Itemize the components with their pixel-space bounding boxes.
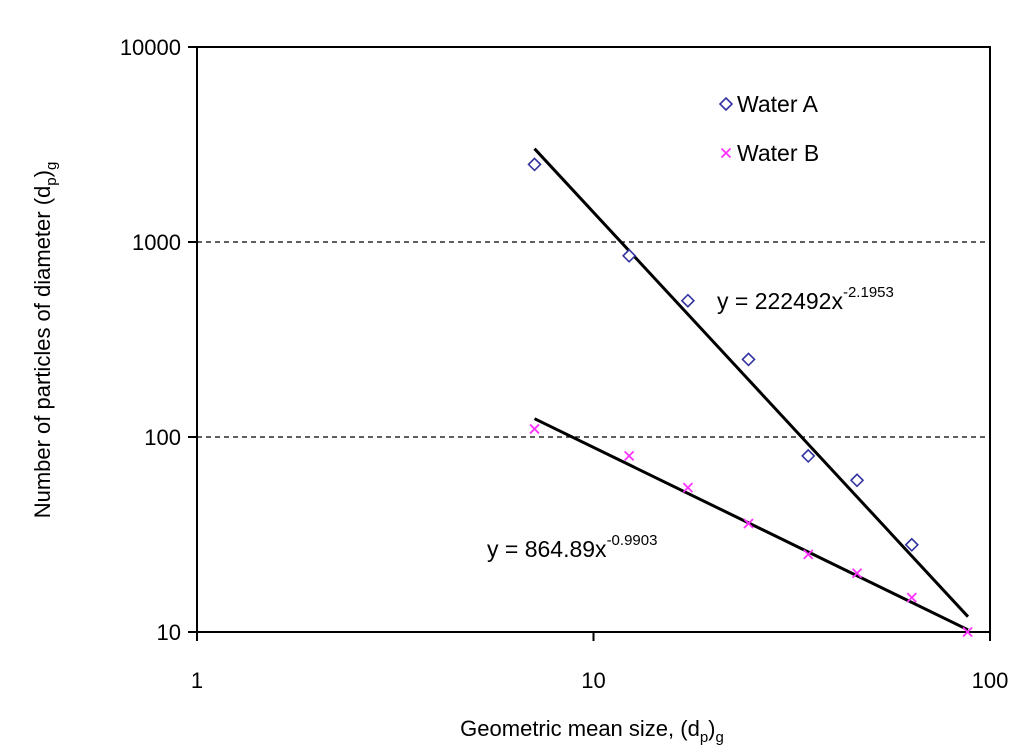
y-tick-label: 10000 bbox=[120, 35, 181, 60]
data-point-water-b bbox=[906, 592, 917, 603]
legend-marker-water-b bbox=[720, 147, 732, 159]
data-point-water-b bbox=[743, 518, 754, 529]
trendline-equation-water-b: y = 864.89x-0.9903 bbox=[487, 532, 657, 562]
data-point-water-a bbox=[849, 473, 865, 488]
data-point-water-b-stroke-b bbox=[803, 549, 814, 560]
x-tick-label: 100 bbox=[972, 668, 1009, 693]
data-point-water-a bbox=[904, 537, 919, 552]
data-point-water-b bbox=[682, 482, 694, 493]
data-point-water-b-stroke-b bbox=[682, 482, 694, 493]
x-tick-label: 1 bbox=[191, 668, 203, 693]
legend-symbol-water-a bbox=[718, 96, 734, 112]
data-point-water-b-stroke-b bbox=[962, 626, 973, 638]
trendline-equation-water-a: y = 222492x-2.1953 bbox=[717, 284, 894, 314]
legend: Water A Water B bbox=[718, 91, 819, 166]
gridlines bbox=[197, 241, 990, 438]
legend-label-water-b: Water B bbox=[737, 140, 819, 166]
data-point-water-b bbox=[851, 568, 863, 579]
legend-label-water-a: Water A bbox=[737, 91, 819, 117]
data-point-water-b bbox=[962, 626, 973, 638]
data-point-water-a bbox=[527, 157, 542, 172]
data-point-water-b-stroke-b bbox=[906, 592, 917, 603]
data-point-water-b-stroke-b bbox=[529, 423, 540, 435]
data-point-water-b bbox=[624, 450, 635, 462]
data-point-water-b bbox=[803, 549, 814, 560]
y-tick-label: 100 bbox=[144, 425, 181, 450]
data-point-water-b bbox=[529, 423, 540, 435]
data-point-water-a bbox=[741, 352, 756, 367]
data-point-water-b-stroke-b bbox=[743, 518, 754, 529]
trendline-water-b bbox=[533, 417, 969, 632]
x-tick-label: 10 bbox=[581, 668, 605, 693]
legend-symbol-water-b bbox=[720, 147, 732, 159]
y-tick-label: 1000 bbox=[132, 230, 181, 255]
trendline-water-a bbox=[533, 147, 970, 618]
x-axis-title: Geometric mean size, (dp)g bbox=[460, 716, 724, 746]
trendlines bbox=[533, 147, 970, 632]
data-point-water-b-stroke-b bbox=[624, 450, 635, 462]
y-axis-title: Number of particles of diameter (dp)g bbox=[30, 162, 60, 519]
y-tick-label: 10 bbox=[157, 620, 181, 645]
data-point-water-a bbox=[622, 248, 637, 263]
legend-marker-water-a bbox=[718, 96, 734, 112]
data-point-water-b-stroke-b bbox=[851, 568, 863, 579]
legend-symbol-water-b-stroke-b bbox=[720, 147, 732, 159]
axis-ticks: 10 100 1000 10000 1 10 100 bbox=[120, 35, 1009, 693]
data-point-water-a bbox=[801, 448, 816, 464]
data-point-water-a bbox=[680, 293, 696, 308]
data-markers bbox=[527, 157, 973, 638]
